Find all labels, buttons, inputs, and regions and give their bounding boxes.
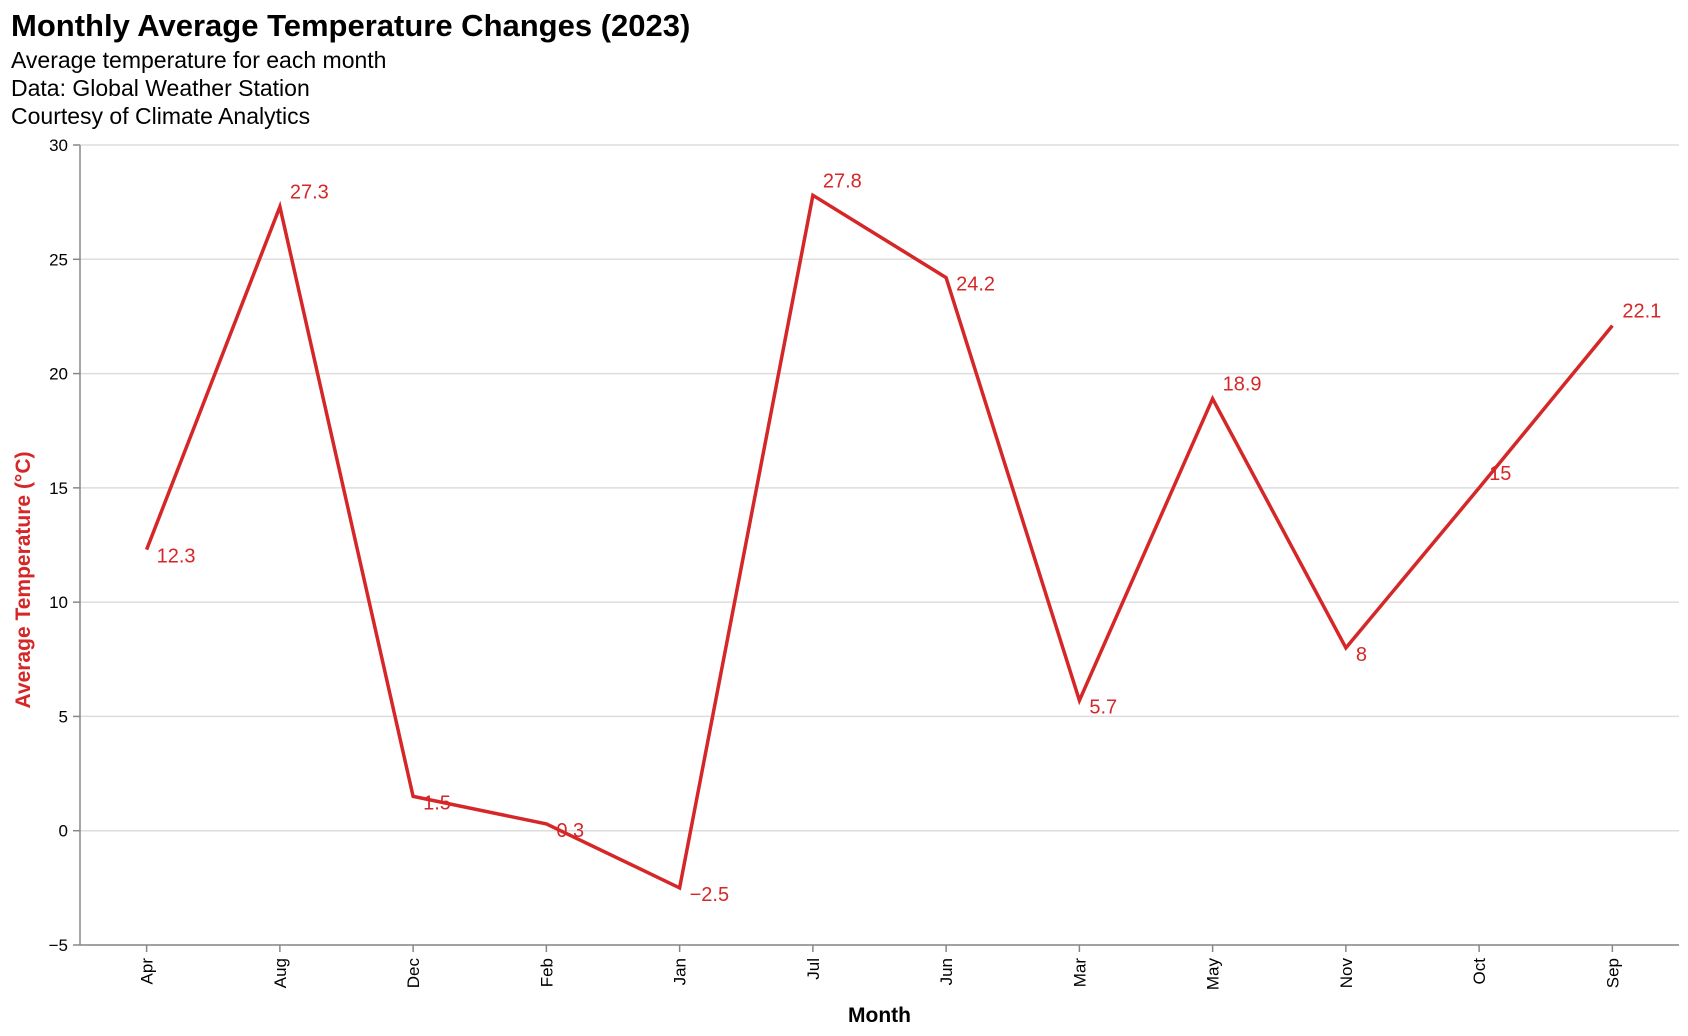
x-tick-label: Apr [138,958,157,985]
y-axis-title: Average Temperature (°C) [12,452,35,709]
x-axis-title: Month [848,1004,911,1027]
x-tick-label: Jun [937,958,956,985]
x-tick-label: Oct [1470,958,1489,985]
data-label: 27.8 [823,170,862,192]
chart-subtitle-3: Courtesy of Climate Analytics [11,103,311,129]
x-tick-label: Jan [671,958,690,985]
data-label: 0.3 [556,820,584,842]
x-tick-label: Mar [1070,958,1089,988]
chart-subtitle-2: Data: Global Weather Station [11,75,310,101]
x-axis-ticks: Apr Aug Dec Feb Jan Jul Jun Mar May Nov Oct Sep [138,945,1622,991]
y-tick-label: 20 [49,365,68,384]
data-label: 5.7 [1089,696,1117,718]
x-tick-label: Dec [404,958,423,989]
axes [79,145,1679,946]
y-tick-label: 5 [59,707,68,726]
data-label: 8 [1356,644,1367,666]
grid-lines [80,144,1679,946]
chart-subtitle-1: Average temperature for each month [11,47,387,73]
y-tick-label: −5 [49,936,68,955]
chart-header: Monthly Average Temperature Changes (202… [11,6,690,130]
x-tick-label: Jul [804,958,823,980]
data-label: 18.9 [1223,374,1262,396]
data-label: 27.3 [290,182,329,204]
y-tick-label: 0 [59,822,68,841]
x-tick-label: Aug [271,958,290,988]
y-tick-label: 10 [49,593,68,612]
data-label: 22.1 [1622,301,1661,323]
y-tick-label: 25 [49,250,68,269]
y-tick-label: 15 [49,479,68,498]
data-label: 24.2 [956,274,995,296]
x-tick-label: Sep [1603,958,1622,988]
data-label: −2.5 [690,884,729,906]
data-labels: 12.3 27.3 1.5 0.3 −2.5 27.8 24.2 5.7 18.9 8 15 22.1 [157,170,1662,906]
x-tick-label: Feb [537,958,556,987]
x-tick-label: Nov [1337,958,1356,989]
temperature-series-line [144,192,1614,891]
data-label: 1.5 [423,792,451,814]
x-tick-label: May [1204,958,1223,991]
chart-title: Monthly Average Temperature Changes (202… [11,8,691,43]
data-label: 12.3 [157,546,196,568]
data-label: 15 [1489,463,1511,485]
y-axis-ticks: −5 0 5 10 15 20 25 30 [49,136,80,955]
y-tick-label: 30 [49,136,68,155]
